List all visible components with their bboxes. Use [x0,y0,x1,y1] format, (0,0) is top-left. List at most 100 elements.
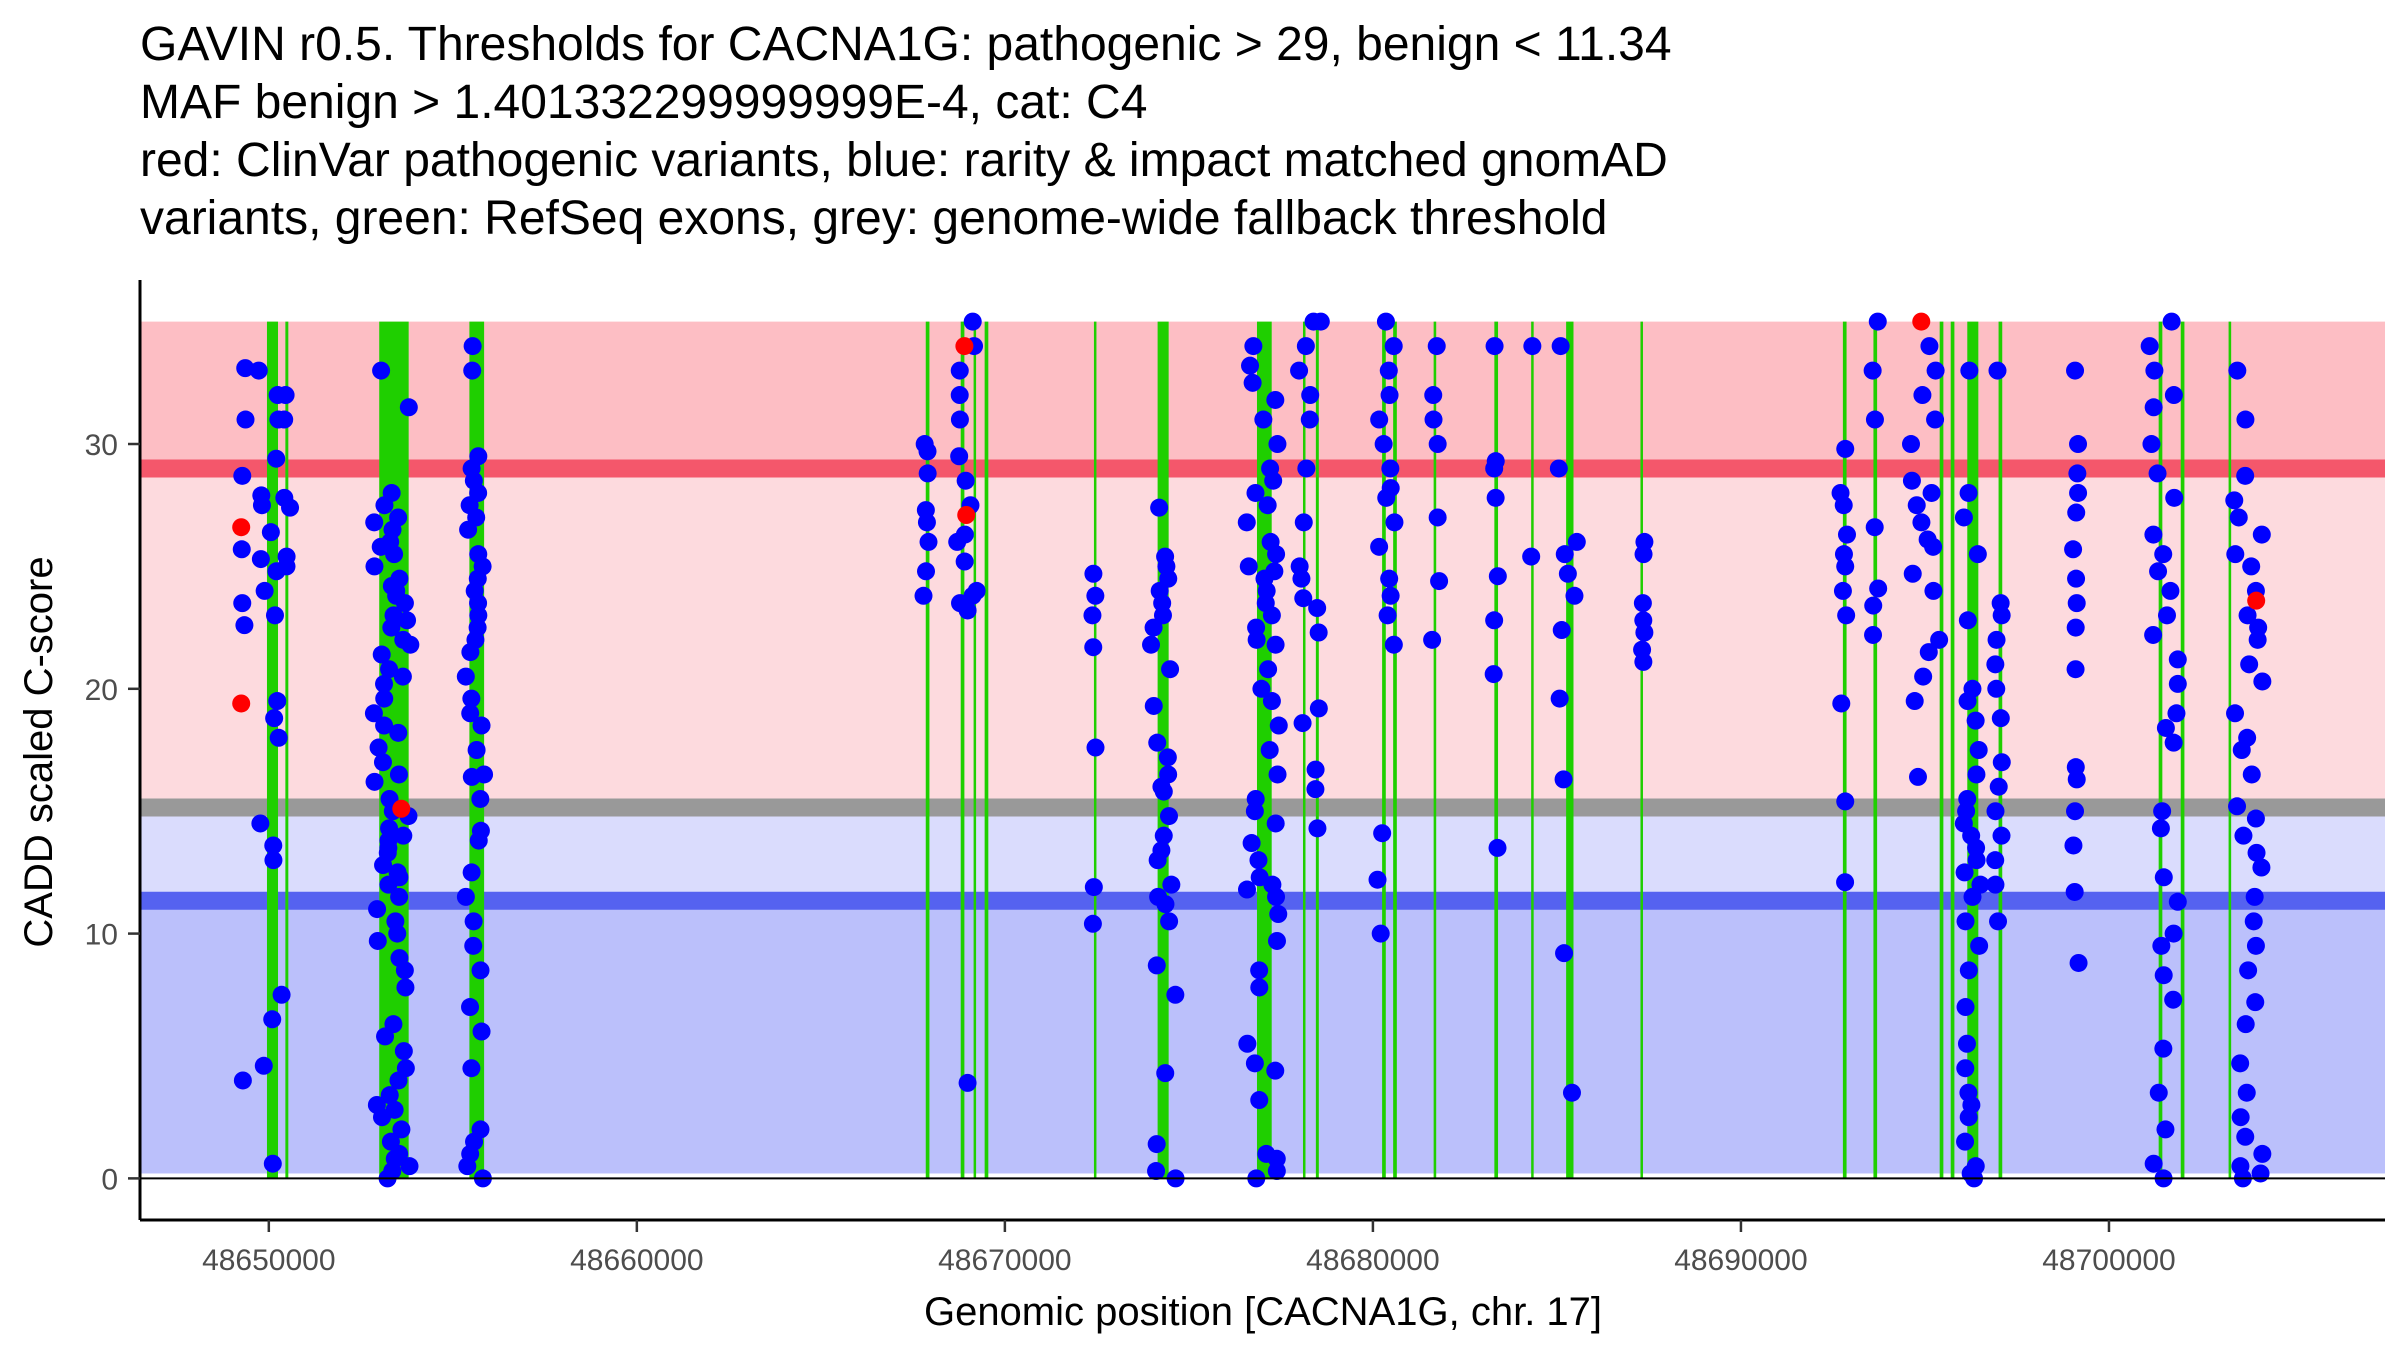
gnomad-point [1268,765,1287,784]
gnomad-point [1986,802,2005,821]
gnomad-point [380,660,399,679]
gnomad-point [1956,1059,1975,1078]
gnomad-point [394,826,413,845]
y-axis-ticks: 0 10 20 30 [85,429,140,1196]
gnomad-point [1522,547,1541,566]
gnomad-point [267,449,286,468]
gnomad-point [2246,809,2265,828]
gnomad-point [1160,912,1179,931]
gnomad-point [1901,435,1920,454]
gnomad-point [1290,557,1309,576]
y-tick-label: 30 [85,429,118,462]
gnomad-point [390,887,409,906]
exon-bar [984,321,989,1179]
exon-bar [1531,321,1534,1179]
gnomad-point [2228,797,2247,816]
gnomad-point [1161,660,1180,679]
gnomad-point [2066,361,2085,380]
exon-bar [2158,321,2163,1179]
gnomad-point [1966,711,1985,730]
gnomad-point [1485,611,1504,630]
gnomad-point [2144,398,2163,417]
chart-title-line-1: GAVIN r0.5. Thresholds for CACNA1G: path… [140,18,1672,71]
gnomad-point [1290,361,1309,380]
gnomad-point [963,586,982,605]
gnomad-point [265,606,284,625]
exon-bar [1566,321,1574,1179]
gnomad-point [1308,819,1327,838]
gnomad-point [384,1015,403,1034]
gnomad-point [2253,672,2272,691]
gnomad-point [1150,498,1169,517]
gnomad-point [1555,944,1574,963]
gnomad-point [1956,912,1975,931]
gnomad-point [1269,905,1288,924]
gnomad-point [2231,1157,2250,1176]
clinvar-point [232,694,251,713]
gnomad-point [2234,826,2253,845]
gnomad-point [1633,640,1652,659]
gnomad-point [915,435,934,454]
gnomad-point [372,645,391,664]
gnomad-point [1833,581,1852,600]
gnomad-point [1246,483,1265,502]
gnomad-point [398,611,417,630]
gnomad-point [365,513,384,532]
gnomad-point [2066,660,2085,679]
gnomad-point [2242,765,2261,784]
gnomad-point [1958,611,1977,630]
gnomad-point [1239,557,1258,576]
gnomad-point [1371,924,1390,943]
gnomad-point [1837,525,1856,544]
gnomad-point [1484,665,1503,684]
gnomad-point [375,689,394,708]
gnomad-point [2064,836,2083,855]
gnomad-point [1987,630,2006,649]
exon-bar [1873,321,1878,1179]
gnomad-point [255,581,274,600]
gnomad-point [1374,435,1393,454]
clinvar-point [955,337,974,356]
gnomad-point [2140,337,2159,356]
gnomad-point [955,525,974,544]
gnomad-point [1959,961,1978,980]
gnomad-point [2236,410,2255,429]
gnomad-point [1903,564,1922,583]
gnomad-point [1250,961,1269,980]
gnomad-point [2164,386,2183,405]
gnomad-point [1485,337,1504,356]
gnomad-point [265,709,284,728]
gnomad-point [471,961,490,980]
gnomad-point [400,1157,419,1176]
gnomad-point [2144,1154,2163,1173]
gnomad-point [251,550,270,569]
gnomad-point [380,1086,399,1105]
gnomad-point [1297,459,1316,478]
gnomad-point [1863,361,1882,380]
gnomad-point [955,552,974,571]
gnomad-point [1142,635,1161,654]
gnomad-point [1869,579,1888,598]
gnomad-point [2249,618,2268,637]
gnomad-point [1967,765,1986,784]
gnomad-point [462,863,481,882]
gnomad-point [1257,1144,1276,1163]
gnomad-point [2144,525,2163,544]
gnomad-point [372,361,391,380]
gnomad-point [1245,802,1264,821]
gnomad-point [1247,630,1266,649]
gnomad-point [1486,488,1505,507]
gnomad-point [1242,834,1261,853]
gnomad-point [1162,875,1181,894]
gnomad-point [263,1154,282,1173]
gnomad-point [389,508,408,527]
gnomad-point [1992,753,2011,772]
gnomad-point [1924,581,1943,600]
gnomad-point [2162,312,2181,331]
gnomad-point [275,488,294,507]
gnomad-point [1836,439,1855,458]
gnomad-point [1989,912,2008,931]
gnomad-point [1238,880,1257,899]
gnomad-point [1549,459,1568,478]
gnomad-point [1156,895,1175,914]
